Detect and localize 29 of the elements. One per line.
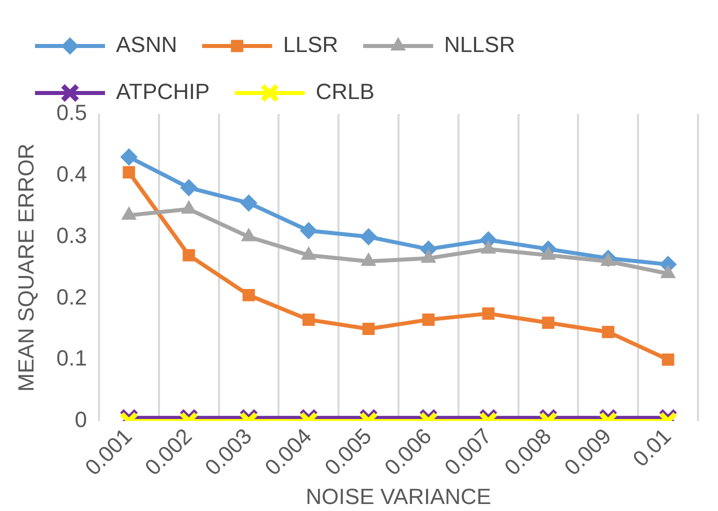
legend-label: LLSR bbox=[283, 32, 338, 58]
point bbox=[421, 250, 436, 263]
legend-label: NLLSR bbox=[444, 32, 516, 58]
y-tick-label: 0 bbox=[74, 407, 87, 432]
x-axis-title: NOISE VARIANCE bbox=[306, 484, 492, 509]
point bbox=[361, 252, 376, 266]
point bbox=[301, 246, 316, 260]
point bbox=[241, 228, 256, 242]
point bbox=[300, 222, 318, 240]
y-tick-label: 0.5 bbox=[56, 100, 87, 126]
point bbox=[182, 249, 195, 262]
legend-label: ATPCHIP bbox=[116, 79, 210, 104]
y-tick-label: 0.3 bbox=[56, 222, 87, 248]
legend-label: CRLB bbox=[316, 79, 374, 104]
point bbox=[660, 265, 676, 278]
point bbox=[180, 179, 198, 196]
x-tick-label: 0.01 bbox=[628, 423, 676, 472]
y-tick-label: 0.2 bbox=[56, 284, 87, 310]
point bbox=[240, 194, 258, 212]
point bbox=[360, 228, 378, 246]
point bbox=[122, 166, 136, 178]
y-axis-title: MEAN SQUARE ERROR bbox=[13, 143, 38, 392]
point bbox=[600, 252, 616, 266]
point bbox=[120, 148, 138, 166]
y-tick-label: 0.4 bbox=[56, 161, 87, 186]
legend-label: ASNN bbox=[116, 32, 178, 58]
point bbox=[540, 246, 556, 260]
y-tick-label: 0.1 bbox=[56, 346, 87, 371]
point bbox=[480, 240, 496, 254]
